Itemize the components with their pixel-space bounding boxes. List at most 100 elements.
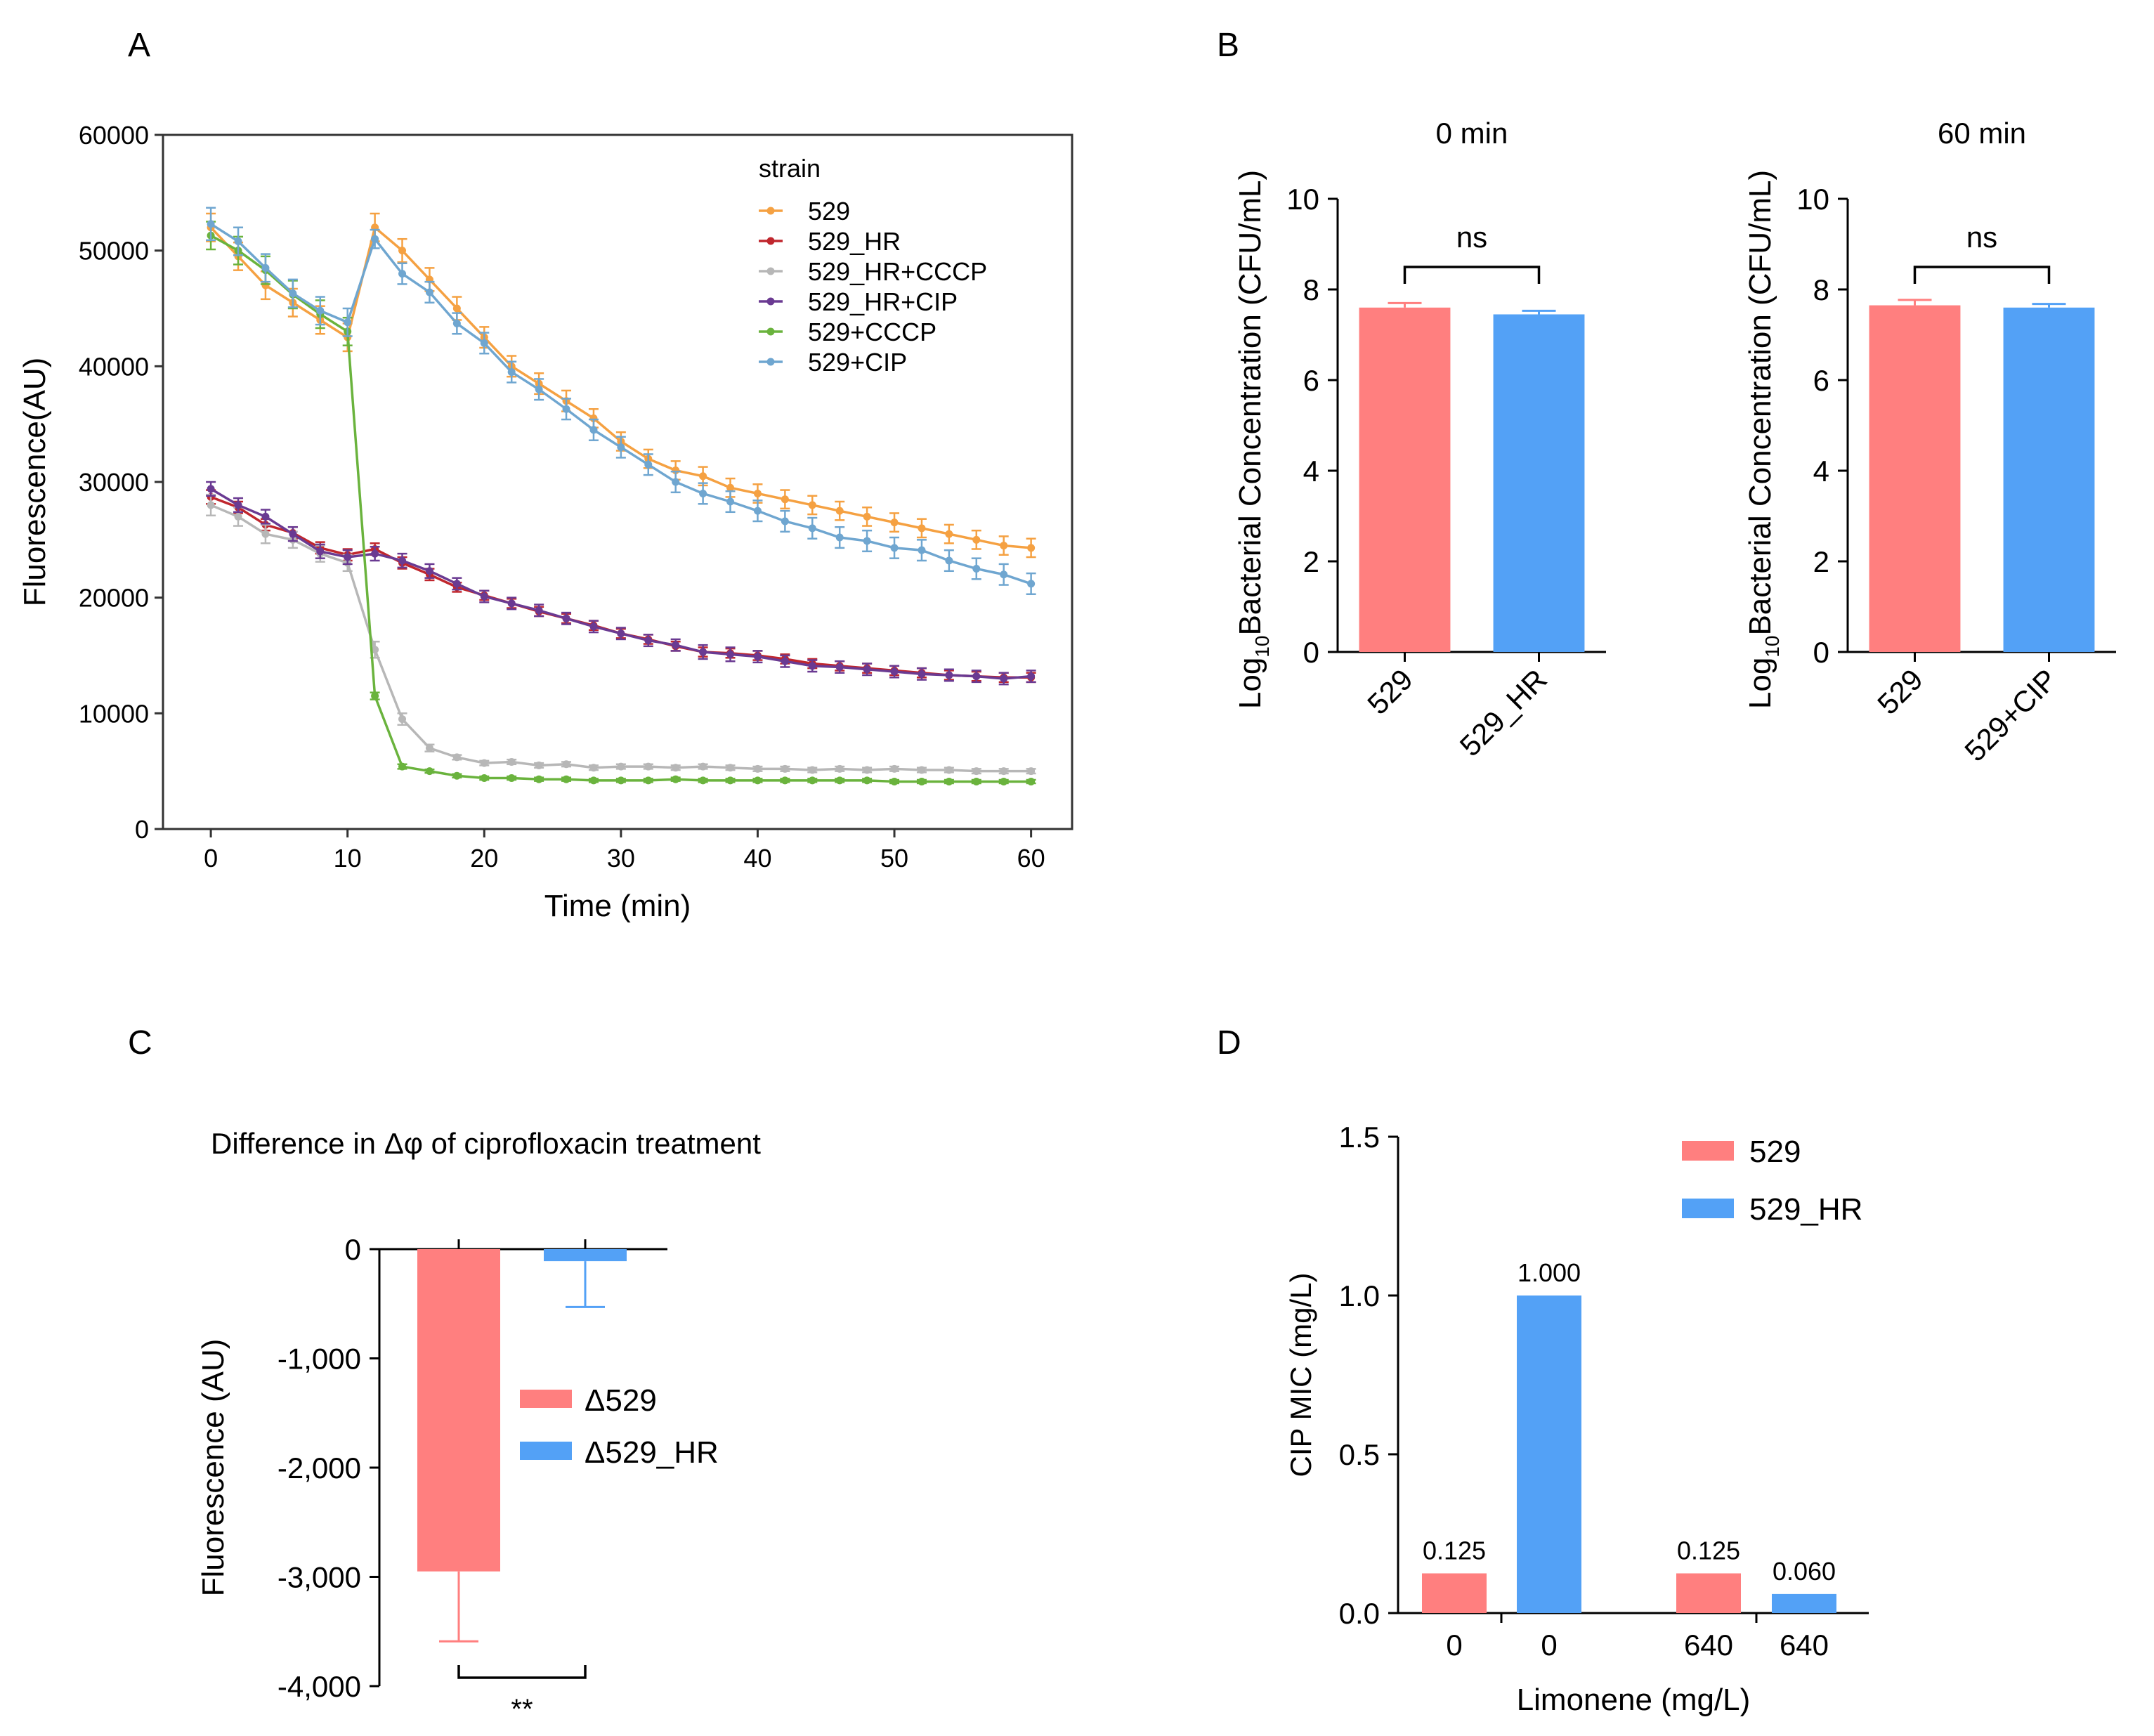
data-point xyxy=(726,483,735,492)
data-point xyxy=(425,767,433,776)
data-point xyxy=(781,657,789,665)
panel-c-bar-chart: 0 -1,000 -2,000 -3,000 -4,000 ** Difference in… xyxy=(196,1127,761,1725)
data-point xyxy=(371,235,379,243)
data-point xyxy=(972,777,981,785)
data-point xyxy=(972,672,981,681)
data-point xyxy=(207,485,215,493)
series-line xyxy=(210,488,1031,680)
data-point xyxy=(890,764,899,773)
data-point xyxy=(672,641,680,649)
x-tick-label: 640 xyxy=(1684,1629,1733,1662)
y-tick-label: 60000 xyxy=(79,121,149,150)
data-point xyxy=(617,629,625,638)
legend-swatch-marker xyxy=(766,207,775,215)
bar xyxy=(1517,1296,1581,1613)
data-point xyxy=(808,776,816,785)
data-point xyxy=(863,537,871,545)
data-point xyxy=(808,662,816,670)
y-axis-title: Log10Bacterial Concentration (CFU/mL) xyxy=(1233,170,1273,709)
series-529+CIP xyxy=(206,207,1036,595)
data-point xyxy=(207,501,215,509)
data-point xyxy=(863,776,871,785)
data-point xyxy=(1027,544,1036,552)
legend-swatch-marker xyxy=(766,267,775,275)
bar-Δ529 xyxy=(417,1249,500,1572)
data-label: 0.125 xyxy=(1677,1536,1740,1565)
x-tick-label: 40 xyxy=(743,844,771,873)
data-point xyxy=(699,648,707,656)
data-point xyxy=(918,524,926,533)
legend-label: Δ529 xyxy=(585,1383,657,1418)
data-point xyxy=(781,764,789,773)
data-point xyxy=(1000,674,1008,683)
legend-swatch xyxy=(520,1442,572,1460)
legend-swatch-marker xyxy=(766,358,775,366)
data-point xyxy=(890,544,899,552)
data-point xyxy=(918,766,926,774)
data-point xyxy=(726,776,735,785)
x-axis-title: Limonene (mg/L) xyxy=(1517,1683,1751,1717)
bar-529 xyxy=(1359,307,1451,652)
y-tick-label: 10000 xyxy=(79,699,149,728)
x-axis-title: Time (min) xyxy=(544,889,691,923)
data-point xyxy=(207,220,215,228)
data-point xyxy=(726,497,735,506)
y-tick-label: 10 xyxy=(1796,183,1829,216)
y-axis-title-log: Log xyxy=(1233,658,1267,709)
panel-d-bar-chart: 0.0 0.5 1.0 1.5 0.125 0 1.000 0 0.125 640 0.060 640… xyxy=(1284,1121,1869,1717)
x-tick-label: 20 xyxy=(470,844,498,873)
data-point xyxy=(835,507,844,515)
x-tick-label: 529+CIP xyxy=(1958,663,2063,768)
data-point xyxy=(781,517,789,526)
bar xyxy=(1676,1573,1741,1613)
data-point xyxy=(344,553,352,561)
data-point xyxy=(562,405,570,413)
data-point xyxy=(1000,570,1008,579)
panel-label-a: A xyxy=(128,27,150,64)
data-point xyxy=(918,546,926,554)
data-point xyxy=(507,599,516,608)
data-point xyxy=(753,653,762,661)
legend-swatch-marker xyxy=(766,237,775,245)
legend-label: 529_HR+CIP xyxy=(808,287,958,316)
data-point xyxy=(507,774,516,783)
data-point xyxy=(589,426,598,434)
y-tick-label: 6 xyxy=(1303,364,1319,397)
data-point xyxy=(1027,580,1036,588)
data-point xyxy=(480,759,488,767)
data-point xyxy=(535,775,543,783)
legend-label: 529+CCCP xyxy=(808,318,936,346)
y-tick-label: 0.5 xyxy=(1339,1438,1380,1471)
data-point xyxy=(261,512,270,521)
x-tick-label: 640 xyxy=(1780,1629,1829,1662)
data-point xyxy=(371,646,379,654)
y-tick-label: 6 xyxy=(1813,364,1829,397)
data-point xyxy=(589,776,598,785)
chart-title: Difference in Δφ of ciprofloxacin treatm… xyxy=(211,1127,761,1160)
data-point xyxy=(398,762,407,771)
data-point xyxy=(1000,767,1008,776)
data-point xyxy=(945,530,953,538)
data-point xyxy=(726,650,735,658)
y-tick-label: 50000 xyxy=(79,237,149,266)
data-point xyxy=(863,766,871,774)
data-point xyxy=(507,368,516,377)
data-point xyxy=(562,614,570,622)
data-point xyxy=(480,774,488,783)
y-tick-label: 30000 xyxy=(79,468,149,497)
legend-swatch xyxy=(520,1390,572,1408)
data-point xyxy=(753,764,762,773)
y-tick-label: 0 xyxy=(1813,636,1829,669)
x-tick-label: 10 xyxy=(334,844,362,873)
data-point xyxy=(398,247,407,255)
legend-swatch-marker xyxy=(766,327,775,336)
data-label: 1.000 xyxy=(1517,1258,1581,1287)
data-point xyxy=(371,549,379,558)
data-point xyxy=(945,777,953,785)
y-axis-title: Fluorescence (AU) xyxy=(196,1339,230,1597)
data-point xyxy=(644,460,653,469)
legend-label: Δ529_HR xyxy=(585,1435,719,1470)
data-point xyxy=(753,507,762,515)
